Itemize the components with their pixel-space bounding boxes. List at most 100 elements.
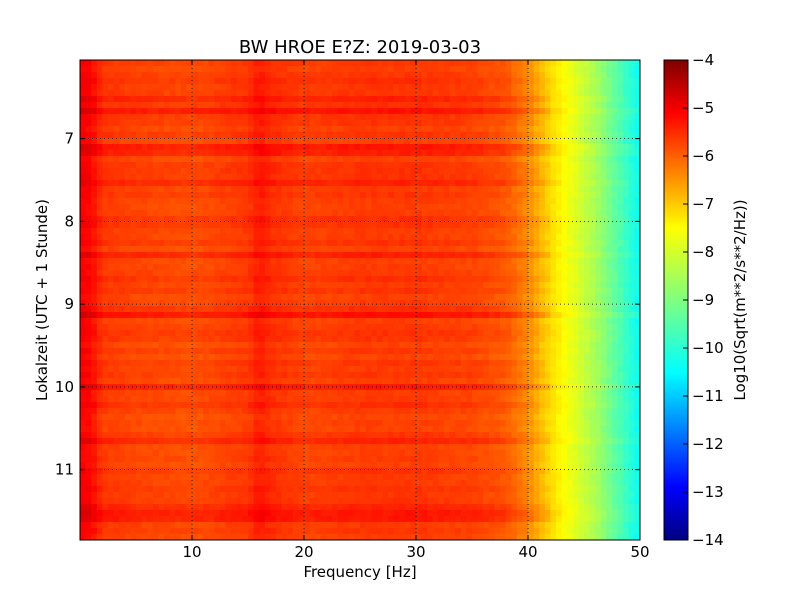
heatmap-cell [315, 132, 322, 139]
heatmap-cell [421, 96, 428, 103]
heatmap-cell [444, 120, 451, 127]
heatmap-cell [528, 210, 535, 217]
heatmap-cell [528, 192, 535, 199]
heatmap-cell [427, 114, 434, 121]
heatmap-cell [550, 240, 557, 247]
heatmap-cell [169, 336, 176, 343]
heatmap-cell [281, 348, 288, 355]
heatmap-cell [242, 192, 249, 199]
heatmap-cell [141, 90, 148, 97]
heatmap-cell [119, 324, 126, 331]
heatmap-cell [147, 240, 154, 247]
heatmap-cell [511, 66, 518, 73]
heatmap-cell [550, 324, 557, 331]
heatmap-cell [281, 198, 288, 205]
heatmap-cell [477, 348, 484, 355]
heatmap-cell [96, 168, 103, 175]
heatmap-cell [567, 300, 574, 307]
heatmap-cell [365, 252, 372, 259]
heatmap-cell [220, 84, 227, 91]
heatmap-cell [214, 300, 221, 307]
heatmap-cell [147, 294, 154, 301]
heatmap-cell [421, 258, 428, 265]
heatmap-cell [371, 300, 378, 307]
heatmap-cell [365, 66, 372, 73]
heatmap-cell [259, 186, 266, 193]
heatmap-cell [449, 228, 456, 235]
heatmap-cell [242, 96, 249, 103]
heatmap-cell [124, 162, 131, 169]
heatmap-cell [516, 186, 523, 193]
heatmap-cell [365, 282, 372, 289]
heatmap-cell [572, 102, 579, 109]
heatmap-cell [628, 66, 635, 73]
heatmap-cell [360, 342, 367, 349]
heatmap-cell [348, 210, 355, 217]
heatmap-cell [410, 288, 417, 295]
heatmap-cell [634, 252, 641, 259]
heatmap-cell [242, 90, 249, 97]
heatmap-cell [432, 162, 439, 169]
heatmap-cell [259, 264, 266, 271]
heatmap-cell [203, 174, 210, 181]
heatmap-cell [578, 150, 585, 157]
heatmap-cell [516, 114, 523, 121]
heatmap-cell [399, 294, 406, 301]
heatmap-cell [567, 354, 574, 361]
heatmap-cell [427, 240, 434, 247]
heatmap-cell [628, 192, 635, 199]
heatmap-cell [332, 114, 339, 121]
heatmap-cell [180, 252, 187, 259]
heatmap-cell [337, 324, 344, 331]
heatmap-cell [404, 210, 411, 217]
heatmap-cell [376, 144, 383, 151]
heatmap-cell [270, 90, 277, 97]
heatmap-cell [516, 240, 523, 247]
heatmap-cell [152, 306, 159, 313]
heatmap-cell [281, 240, 288, 247]
heatmap-cell [337, 348, 344, 355]
heatmap-cell [158, 72, 165, 79]
heatmap-cell [488, 336, 495, 343]
heatmap-cell [533, 96, 540, 103]
heatmap-cell [91, 210, 98, 217]
heatmap-cell [500, 264, 507, 271]
heatmap-cell [600, 348, 607, 355]
heatmap-cell [561, 174, 568, 181]
heatmap-cell [483, 96, 490, 103]
heatmap-cell [320, 252, 327, 259]
heatmap-cell [444, 78, 451, 85]
heatmap-cell [584, 90, 591, 97]
heatmap-cell [449, 354, 456, 361]
heatmap-cell [494, 252, 501, 259]
heatmap-cell [360, 162, 367, 169]
heatmap-cell [292, 120, 299, 127]
heatmap-cell [231, 312, 238, 319]
heatmap-cell [304, 216, 311, 223]
heatmap-cell [197, 330, 204, 337]
heatmap-cell [572, 198, 579, 205]
heatmap-cell [416, 186, 423, 193]
heatmap-cell [113, 102, 120, 109]
heatmap-cell [130, 162, 137, 169]
heatmap-cell [85, 228, 92, 235]
heatmap-cell [617, 336, 624, 343]
heatmap-cell [516, 348, 523, 355]
heatmap-cell [410, 180, 417, 187]
heatmap-cell [567, 288, 574, 295]
heatmap-cell [354, 138, 361, 145]
heatmap-cell [617, 180, 624, 187]
heatmap-cell [404, 102, 411, 109]
heatmap-cell [578, 336, 585, 343]
heatmap-cell [320, 180, 327, 187]
heatmap-cell [192, 72, 199, 79]
heatmap-cell [220, 264, 227, 271]
heatmap-cell [164, 216, 171, 223]
heatmap-cell [276, 234, 283, 241]
heatmap-cell [556, 342, 563, 349]
heatmap-cell [612, 60, 619, 67]
heatmap-cell [449, 66, 456, 73]
heatmap-cell [203, 330, 210, 337]
heatmap-cell [623, 210, 630, 217]
heatmap-cell [85, 294, 92, 301]
